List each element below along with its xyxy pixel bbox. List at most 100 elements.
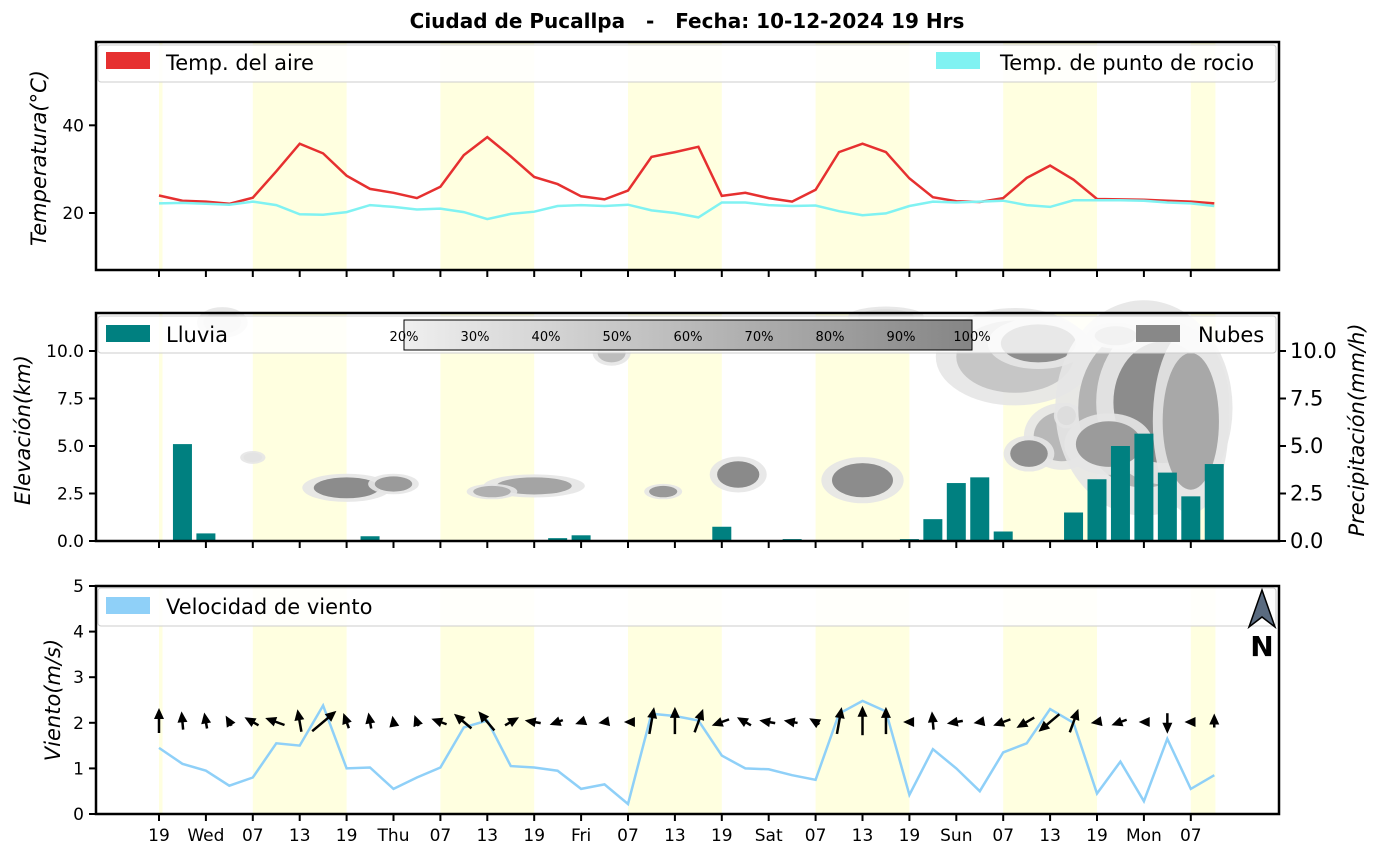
wind-arrow-head xyxy=(1016,718,1029,728)
wind-arrow-head xyxy=(1111,716,1124,727)
cloud-contour-inner xyxy=(717,461,760,488)
wind-arrow-head xyxy=(669,706,680,718)
colorbar-label: 40% xyxy=(532,330,561,345)
x-tick-label: 19 xyxy=(1086,826,1108,846)
wind-arrow xyxy=(177,711,188,730)
cloud-contour-inner xyxy=(832,463,893,498)
y-tick-label-right: 0.0 xyxy=(1290,529,1323,553)
rain-bar xyxy=(571,535,591,541)
rain-bar xyxy=(196,533,216,541)
wind-arrow xyxy=(623,717,635,727)
rain-bar xyxy=(1134,433,1154,541)
wind-arrow-head xyxy=(927,711,938,723)
wind-arrow xyxy=(365,712,376,729)
wind-arrow-head xyxy=(736,717,749,728)
wind-arrow-head xyxy=(201,712,212,725)
wind-arrow xyxy=(342,712,352,729)
wind-arrow xyxy=(389,715,400,728)
chart-title: Ciudad de Pucallpa - Fecha: 10-12-2024 1… xyxy=(410,9,965,33)
wind-panel: 0 1 2 3 4 5 Velocidad de viento N Viento(m/s) xyxy=(41,577,1281,825)
rain-bar xyxy=(172,444,192,541)
x-tick-label: Fri xyxy=(571,826,591,846)
y-tick-label-right: 2.5 xyxy=(1290,482,1323,506)
y-tick-label: 2.5 xyxy=(57,485,84,505)
wind-arrow xyxy=(903,717,915,727)
colorbar-label: 90% xyxy=(887,330,916,345)
wind-arrow-head xyxy=(225,715,236,728)
wind-arrow xyxy=(311,710,337,733)
temperature-y-label: Temperatura(°C) xyxy=(27,70,51,246)
legend-swatch-wind xyxy=(106,597,150,614)
legend-label-clouds: Nubes xyxy=(1198,323,1264,347)
cloud-colorbar xyxy=(403,319,973,351)
north-arrow-icon: N xyxy=(1247,587,1277,663)
x-tick-label: 19 xyxy=(523,826,545,846)
wind-arrow-head xyxy=(903,717,915,727)
wind-arrow-head xyxy=(759,717,771,728)
x-tick-label: 19 xyxy=(336,826,358,846)
wind-arrow-head xyxy=(342,712,352,726)
wind-arrow xyxy=(1016,716,1035,728)
cloud-contour-inner xyxy=(649,485,678,498)
wind-arrow-head xyxy=(294,709,305,721)
wind-arrow xyxy=(1162,713,1173,734)
wind-arrow xyxy=(993,717,1011,727)
colorbar-label: 30% xyxy=(461,330,490,345)
legend-label-dew-point: Temp. de punto de rocio xyxy=(999,51,1254,75)
legend-swatch-clouds xyxy=(1136,325,1180,342)
wind-arrow xyxy=(244,717,260,728)
precipitation-panel: 0.02.55.07.510.00.02.55.07.510.0 Lluvia … xyxy=(11,300,1369,553)
wind-arrow-head xyxy=(880,706,891,718)
x-tick-label: 07 xyxy=(617,826,639,846)
x-tick-label: 07 xyxy=(242,826,264,846)
wind-arrow xyxy=(946,716,964,727)
wind-arrow xyxy=(1111,716,1128,727)
wind-arrow-head xyxy=(265,717,278,727)
wind-arrow-head xyxy=(244,717,257,728)
wind-arrow xyxy=(524,717,541,728)
legend-swatch-rain xyxy=(106,325,150,342)
wind-arrow xyxy=(1038,713,1061,732)
wind-arrow-head xyxy=(324,710,337,722)
wind-arrow-head xyxy=(1184,717,1196,727)
wind-arrow xyxy=(711,717,730,727)
wind-arrow xyxy=(575,715,588,726)
x-tick-label: 13 xyxy=(852,826,874,846)
x-tick-label: 19 xyxy=(711,826,733,846)
wind-arrow-head xyxy=(575,715,588,726)
wind-arrow-head xyxy=(389,715,400,728)
wind-direction-arrows xyxy=(154,705,1220,736)
colorbar-label: 100% xyxy=(953,330,990,345)
rain-bar xyxy=(1110,446,1130,541)
wind-arrow-head xyxy=(507,717,520,728)
wind-arrow xyxy=(154,708,164,733)
y-tick-label: 7.5 xyxy=(57,390,84,410)
wind-arrow-head xyxy=(973,716,986,727)
wind-speed-line xyxy=(158,699,1215,807)
rain-bar xyxy=(1181,496,1201,541)
wind-arrow xyxy=(783,717,798,728)
wind-arrow-head xyxy=(993,717,1006,727)
y-tick-label: 3 xyxy=(73,668,84,688)
wind-arrow-head xyxy=(1209,713,1220,725)
colorbar-label: 60% xyxy=(674,330,703,345)
wind-arrow xyxy=(413,715,423,728)
north-label: N xyxy=(1250,630,1273,663)
rain-bar xyxy=(360,536,380,541)
temperature-panel: 20 40 Temp. del aire Temp. de punto de ro… xyxy=(27,40,1281,277)
wind-arrow-head xyxy=(154,708,164,719)
wind-arrow-head xyxy=(1038,720,1051,732)
wind-arrow xyxy=(809,718,822,729)
wind-arrow-head xyxy=(647,707,658,719)
wind-arrow-head xyxy=(1069,708,1080,721)
x-tick-label: Thu xyxy=(377,826,410,846)
wind-arrow-head xyxy=(623,717,635,727)
wind-arrow-head xyxy=(834,707,845,719)
colorbar-label: 70% xyxy=(745,330,774,345)
wind-legend xyxy=(97,587,1277,627)
wind-arrow-head xyxy=(598,716,611,727)
daylight-band xyxy=(159,313,163,541)
daylight-band xyxy=(159,42,163,270)
wind-arrow xyxy=(549,716,564,726)
